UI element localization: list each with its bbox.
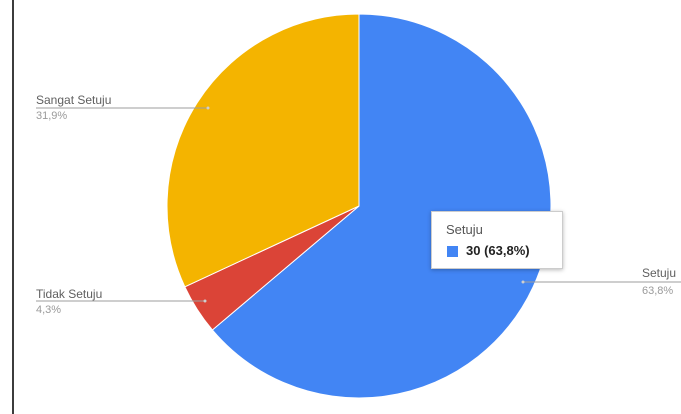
tooltip-swatch [447,246,458,257]
slice-percent-label: 4,3% [36,304,61,316]
slice-label: Setuju [642,266,676,280]
slice-percent-label: 31,9% [36,110,67,122]
slice-label: Sangat Setuju [36,93,111,107]
slice-label: Tidak Setuju [36,287,102,301]
tooltip-title: Setuju [446,222,483,237]
left-border [12,0,14,414]
leader-dot [203,299,207,303]
slice-percent-label: 63,8% [642,285,673,297]
leader-dot [521,280,525,284]
pie-slice-setuju[interactable] [211,13,552,399]
slice-tooltip: Setuju 30 (63,8%) [431,211,563,269]
pie-slice-sangat-setuju[interactable] [166,13,360,288]
tooltip-value: 30 (63,8%) [466,243,530,258]
leader-dot [206,106,210,110]
